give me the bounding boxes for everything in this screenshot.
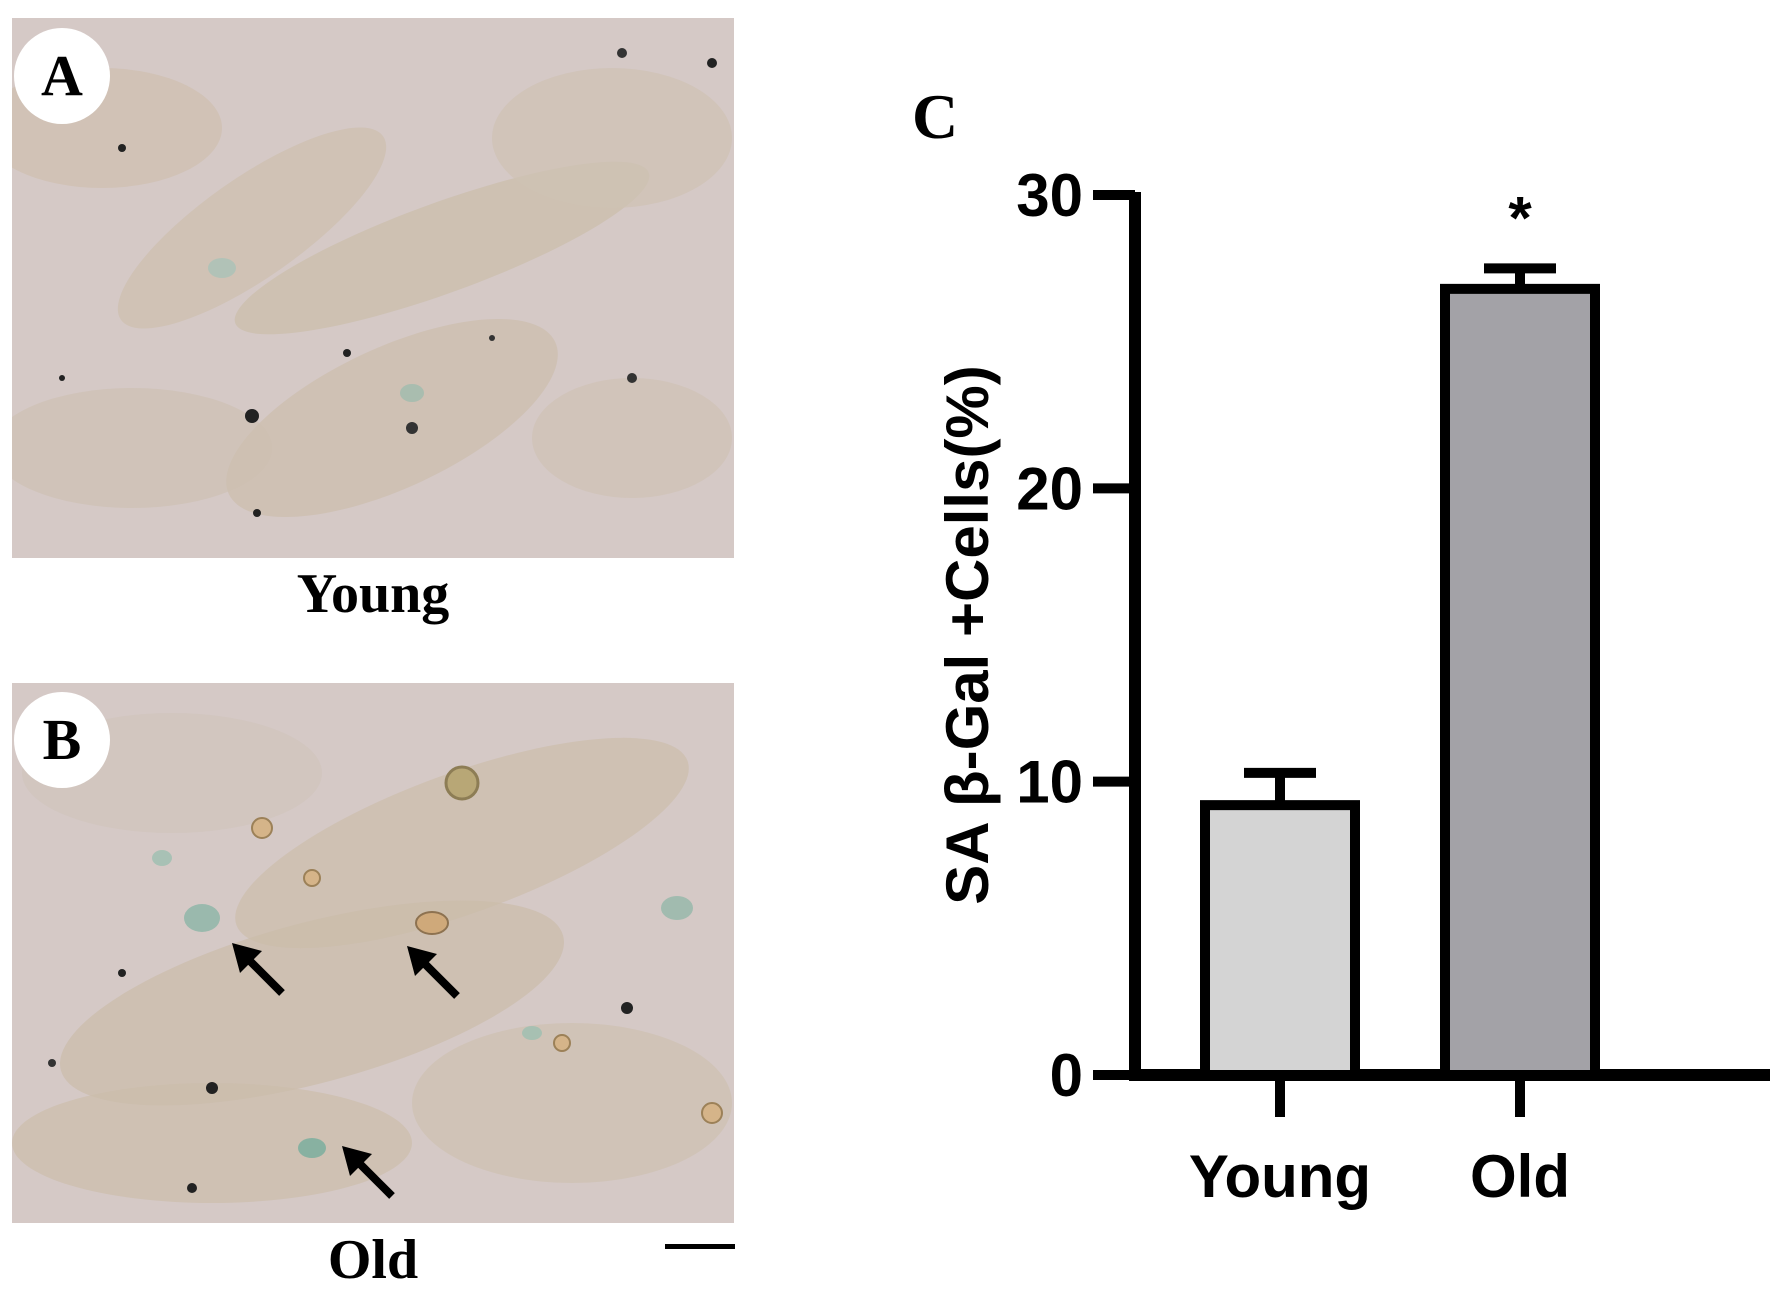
y-tick-label-1: 10 [1016, 749, 1083, 816]
y-tick-label-0: 0 [1050, 1042, 1083, 1109]
panel-letter-b: B [14, 692, 110, 788]
y-tick-label-3: 30 [1016, 162, 1083, 229]
micrograph-young-image [12, 18, 734, 558]
micrograph-young [12, 18, 734, 558]
micrograph-old-image [12, 683, 734, 1223]
bar-chart: 0 10 20 30 SA β-Gal +Cells(%) Young Old * [934, 162, 1770, 1210]
y-tick-label-2: 20 [1016, 455, 1083, 522]
x-tick-label-0: Young [1189, 1143, 1371, 1210]
panel-letter-c: C [912, 81, 959, 152]
x-tick-label-1: Old [1470, 1143, 1570, 1210]
y-axis-label: SA β-Gal +Cells(%) [934, 365, 1001, 905]
bar-1 [1440, 283, 1600, 1081]
panel-letter-a: A [14, 28, 110, 124]
significance-label-1: * [1508, 184, 1532, 251]
panel-caption-young: Young [296, 563, 450, 625]
micrograph-old [12, 683, 734, 1223]
panel-caption-old: Old [327, 1229, 419, 1291]
bar-0 [1200, 800, 1360, 1081]
scale-bar [665, 1244, 735, 1249]
